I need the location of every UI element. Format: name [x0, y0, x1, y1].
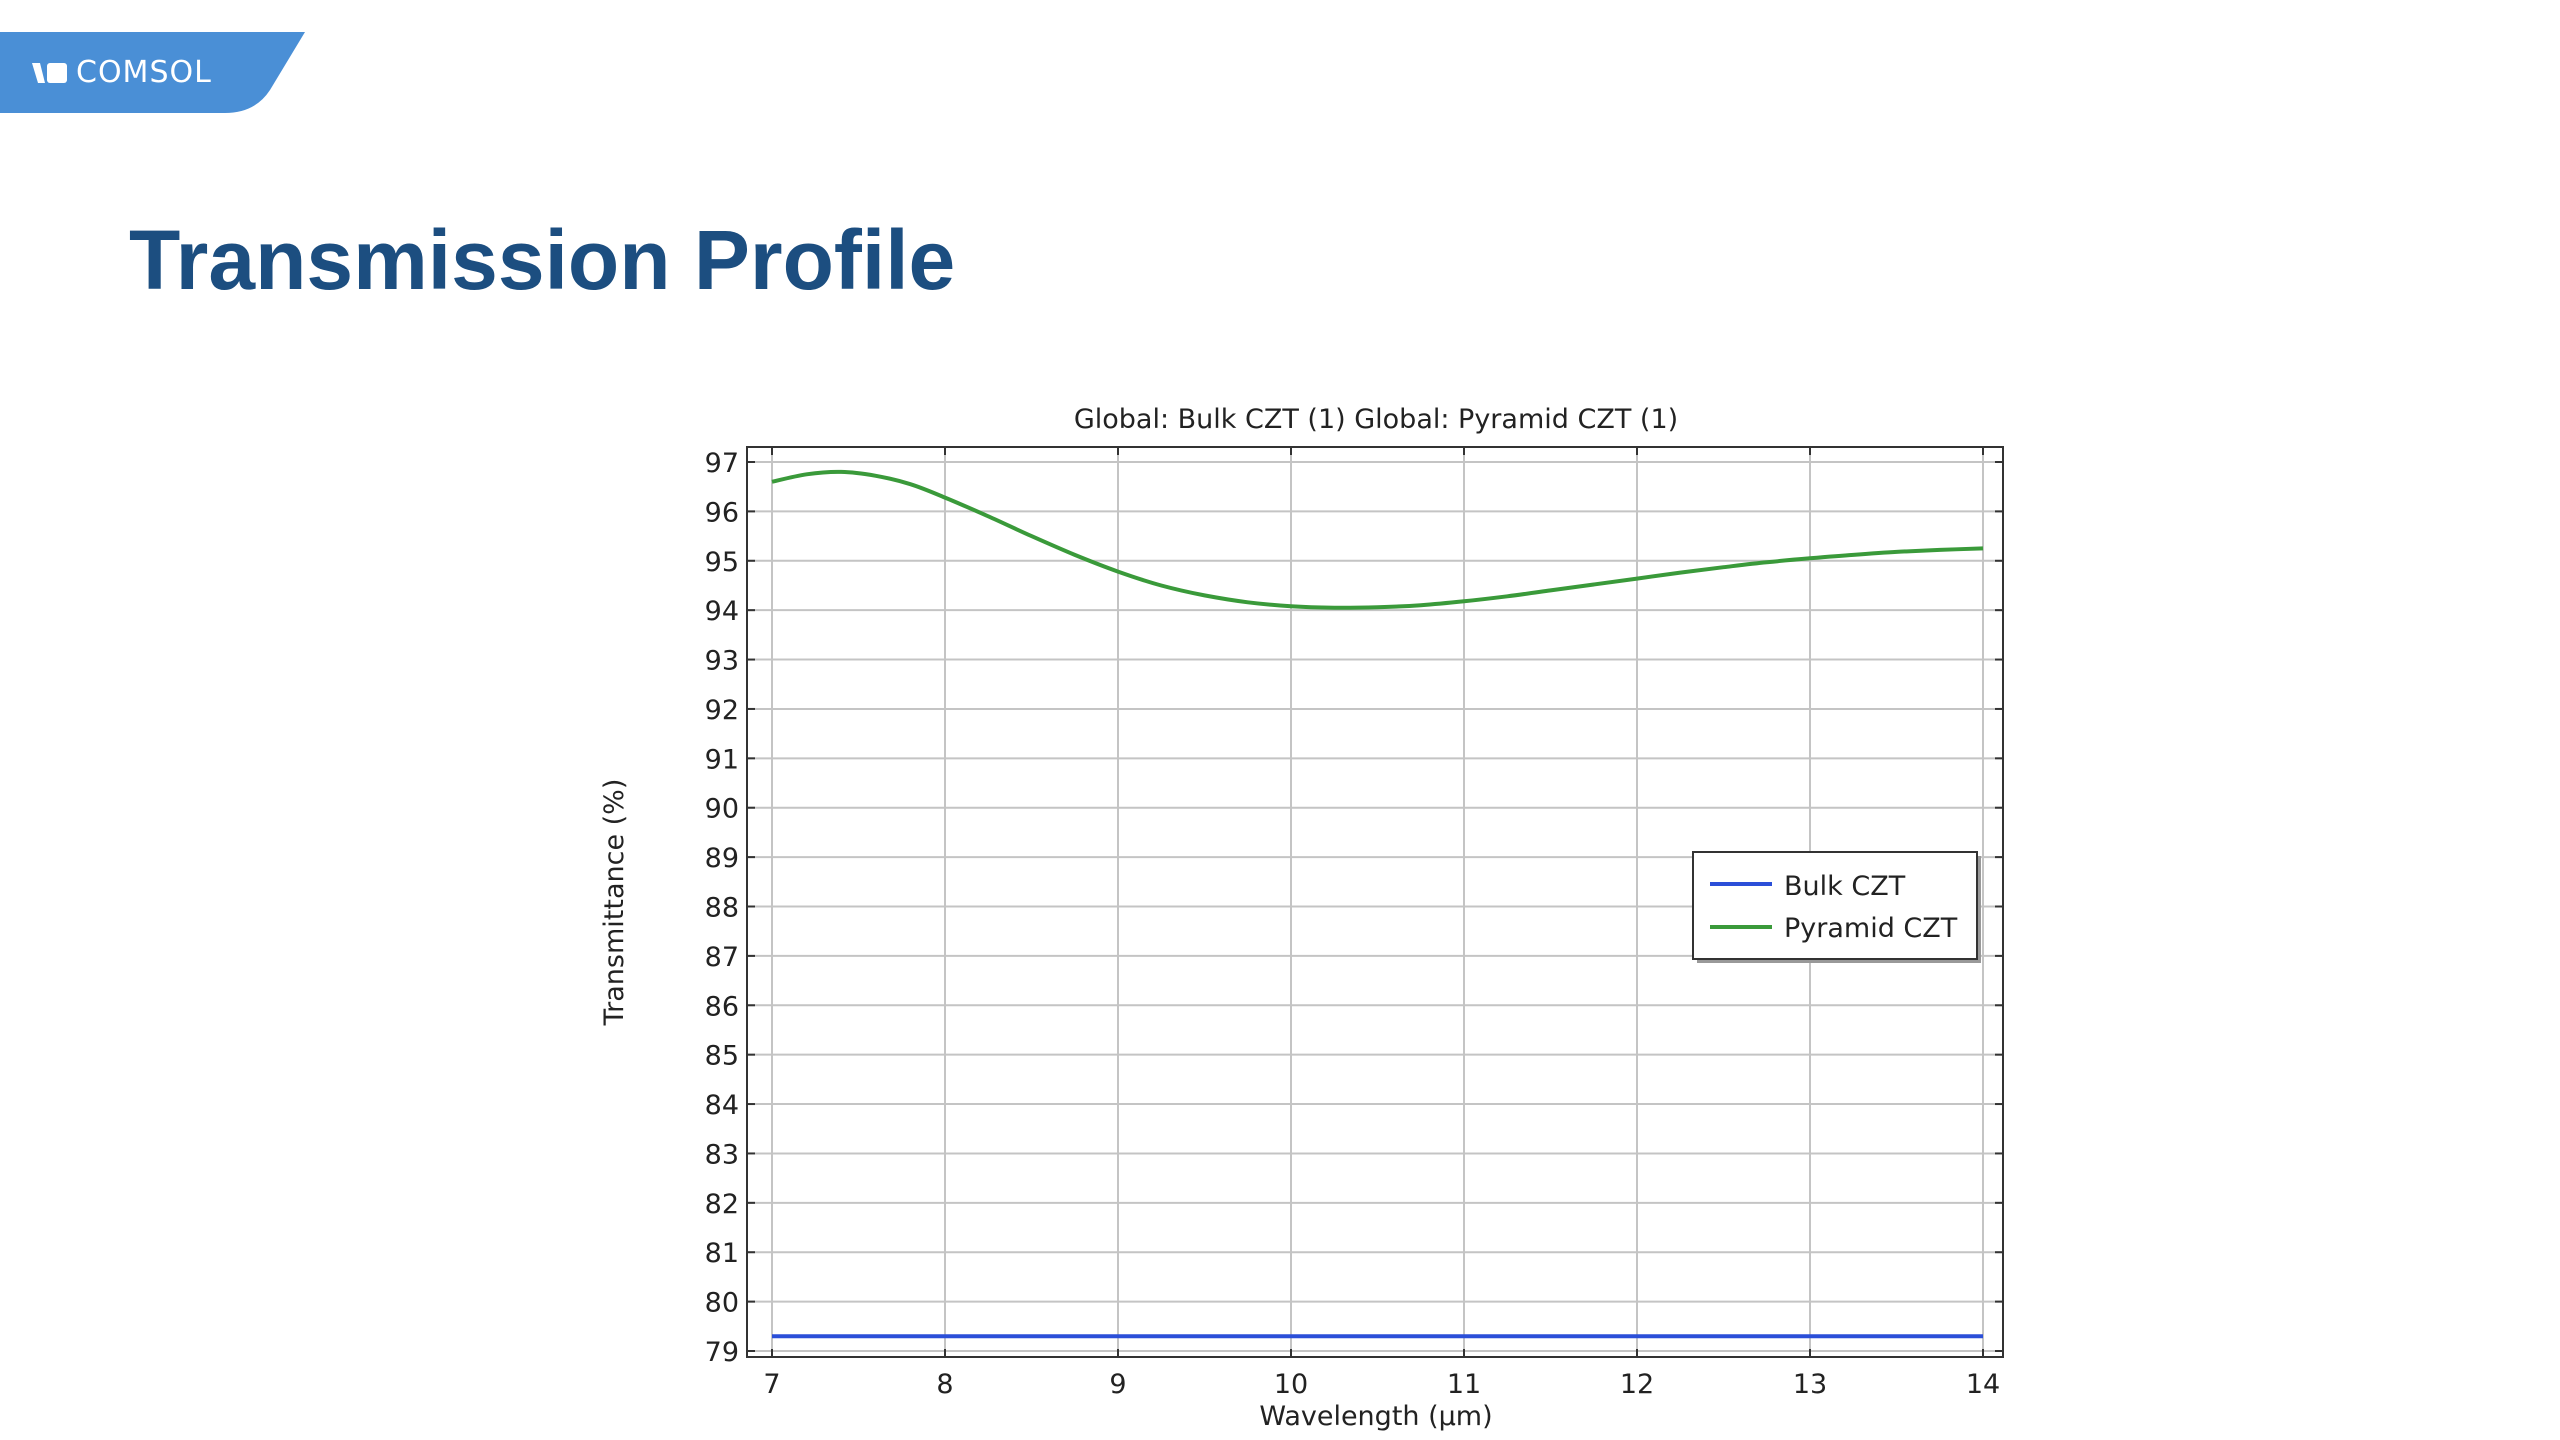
- x-tick-label: 7: [763, 1369, 780, 1400]
- x-tick-label: 10: [1274, 1369, 1308, 1400]
- comsol-logo-icon: [32, 63, 67, 83]
- y-tick-label: 86: [705, 991, 739, 1022]
- plot-area-frame: [746, 446, 2004, 1358]
- page-title: Transmission Profile: [129, 213, 956, 307]
- x-axis-label: Wavelength (µm): [1259, 1401, 1492, 1432]
- y-tick-label: 88: [705, 893, 739, 924]
- grid-lines: [747, 447, 2003, 1357]
- axis-ticks: 7 8 9 10 11 12 13 14798081828384858687888990919…: [705, 447, 2003, 1400]
- comsol-logo-badge: [0, 32, 305, 113]
- y-tick-label: 89: [705, 843, 739, 874]
- y-tick-label: 81: [705, 1238, 739, 1269]
- y-axis-label: Transmittance (%): [599, 779, 630, 1027]
- y-tick-label: 85: [705, 1041, 739, 1072]
- y-tick-label: 84: [705, 1090, 739, 1121]
- comsol-logo-text: COMSOL: [76, 55, 212, 90]
- y-tick-label: 80: [705, 1288, 739, 1319]
- y-tick-label: 94: [705, 596, 739, 627]
- y-tick-label: 97: [705, 448, 739, 479]
- legend-box: [1692, 851, 1978, 960]
- y-tick-label: 96: [705, 497, 739, 528]
- y-tick-label: 90: [705, 794, 739, 825]
- y-tick-label: 92: [705, 695, 739, 726]
- x-tick-label: 12: [1620, 1369, 1654, 1400]
- x-tick-label: 13: [1793, 1369, 1827, 1400]
- y-tick-label: 82: [705, 1189, 739, 1220]
- chart-title: Global: Bulk CZT (1) Global: Pyramid CZT…: [1074, 404, 1678, 435]
- x-tick-label: 8: [936, 1369, 953, 1400]
- y-tick-label: 87: [705, 942, 739, 973]
- x-tick-label: 9: [1109, 1369, 1126, 1400]
- y-tick-label: 95: [705, 547, 739, 578]
- legend-label-bulk-czt: Bulk CZT: [1784, 871, 1906, 902]
- y-tick-label: 91: [705, 744, 739, 775]
- y-tick-label: 79: [705, 1337, 739, 1368]
- series-lines: [771, 469, 1984, 1339]
- chart-legend: Bulk CZT Pyramid CZT: [1692, 851, 1981, 963]
- y-tick-label: 83: [705, 1139, 739, 1170]
- x-tick-label: 14: [1966, 1369, 2000, 1400]
- x-tick-label: 11: [1447, 1369, 1481, 1400]
- series-line-pyramid-czt: [771, 469, 1984, 610]
- y-tick-label: 93: [705, 646, 739, 677]
- legend-label-pyramid-czt: Pyramid CZT: [1784, 913, 1958, 944]
